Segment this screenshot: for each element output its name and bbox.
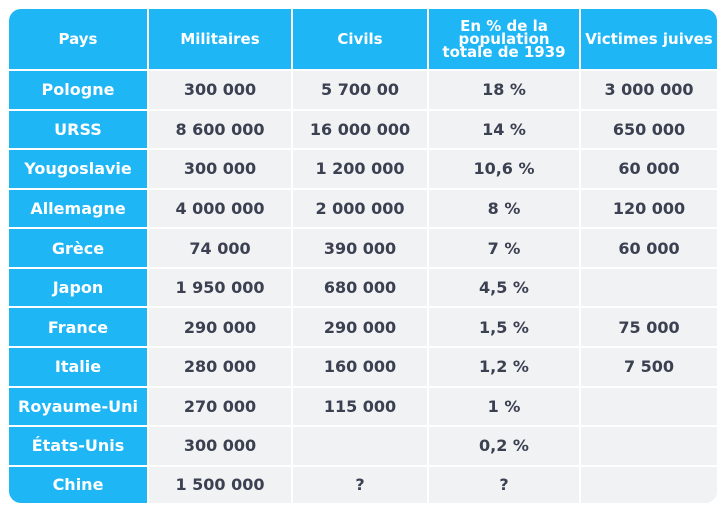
country-cell: États-Unis xyxy=(9,427,149,467)
country-cell: Royaume-Uni xyxy=(9,387,149,428)
value-cell: 18 % xyxy=(429,71,581,111)
value-cell: 1,5 % xyxy=(429,308,581,349)
table-row: Pologne 300 000 5 700 00 18 % 3 000 000 xyxy=(9,71,717,111)
value-cell: 60 000 xyxy=(581,150,717,190)
value-cell: 16 000 000 xyxy=(293,110,429,151)
table-row: Allemagne 4 000 000 2 000 000 8 % 120 000 xyxy=(9,189,717,230)
value-cell: 290 000 xyxy=(293,308,429,349)
table-row: Italie 280 000 160 000 1,2 % 7 500 xyxy=(9,348,717,388)
value-cell: 8 % xyxy=(429,189,581,230)
value-cell: 390 000 xyxy=(293,229,429,269)
table-row: Yougoslavie 300 000 1 200 000 10,6 % 60 000 xyxy=(9,150,717,190)
casualties-table: Pays Militaires Civils En % de la popula… xyxy=(9,9,717,503)
value-cell: 0,2 % xyxy=(429,427,581,467)
table-row: Japon 1 950 000 680 000 4,5 % xyxy=(9,268,717,309)
value-cell: 1 500 000 xyxy=(149,466,293,503)
value-cell: 270 000 xyxy=(149,387,293,428)
header-victimes-juives: Victimes juives xyxy=(581,9,717,71)
value-cell xyxy=(581,387,717,428)
value-cell: 160 000 xyxy=(293,348,429,388)
country-cell: Pologne xyxy=(9,71,149,111)
country-cell: Allemagne xyxy=(9,189,149,230)
table-row: Royaume-Uni 270 000 115 000 1 % xyxy=(9,387,717,428)
value-cell xyxy=(581,268,717,309)
country-cell: Japon xyxy=(9,268,149,309)
value-cell: 300 000 xyxy=(149,71,293,111)
country-cell: Chine xyxy=(9,466,149,503)
value-cell: 280 000 xyxy=(149,348,293,388)
value-cell: 7 % xyxy=(429,229,581,269)
country-cell: Grèce xyxy=(9,229,149,269)
value-cell: 7 500 xyxy=(581,348,717,388)
value-cell xyxy=(293,427,429,467)
header-row: Pays Militaires Civils En % de la popula… xyxy=(9,9,717,71)
value-cell: 4,5 % xyxy=(429,268,581,309)
value-cell: ? xyxy=(293,466,429,503)
value-cell: 74 000 xyxy=(149,229,293,269)
header-pays: Pays xyxy=(9,9,149,71)
value-cell: 1 950 000 xyxy=(149,268,293,309)
value-cell: 60 000 xyxy=(581,229,717,269)
value-cell: 300 000 xyxy=(149,150,293,190)
country-cell: Italie xyxy=(9,348,149,388)
value-cell: 300 000 xyxy=(149,427,293,467)
header-militaires: Militaires xyxy=(149,9,293,71)
value-cell: 1,2 % xyxy=(429,348,581,388)
value-cell: 120 000 xyxy=(581,189,717,230)
header-civils: Civils xyxy=(293,9,429,71)
value-cell xyxy=(581,427,717,467)
country-cell: Yougoslavie xyxy=(9,150,149,190)
country-cell: URSS xyxy=(9,110,149,151)
value-cell: 1 200 000 xyxy=(293,150,429,190)
value-cell: 5 700 00 xyxy=(293,71,429,111)
value-cell: ? xyxy=(429,466,581,503)
table-row: États-Unis 300 000 0,2 % xyxy=(9,427,717,467)
value-cell: 680 000 xyxy=(293,268,429,309)
table-row: Chine 1 500 000?? xyxy=(9,466,717,503)
value-cell: 650 000 xyxy=(581,110,717,151)
table-row: URSS 8 600 000 16 000 000 14 % 650 000 xyxy=(9,110,717,151)
value-cell: 290 000 xyxy=(149,308,293,349)
table-row: Grèce 74 000 390 000 7 % 60 000 xyxy=(9,229,717,269)
value-cell: 8 600 000 xyxy=(149,110,293,151)
value-cell: 2 000 000 xyxy=(293,189,429,230)
value-cell: 4 000 000 xyxy=(149,189,293,230)
table-row: France 290 000 290 000 1,5 % 75 000 xyxy=(9,308,717,349)
header-pourcentage: En % de la population totale de 1939 xyxy=(429,9,581,71)
value-cell: 75 000 xyxy=(581,308,717,349)
value-cell xyxy=(581,466,717,503)
value-cell: 14 % xyxy=(429,110,581,151)
casualties-table-container: Pays Militaires Civils En % de la popula… xyxy=(9,9,717,503)
value-cell: 10,6 % xyxy=(429,150,581,190)
value-cell: 115 000 xyxy=(293,387,429,428)
value-cell: 3 000 000 xyxy=(581,71,717,111)
country-cell: France xyxy=(9,308,149,349)
value-cell: 1 % xyxy=(429,387,581,428)
